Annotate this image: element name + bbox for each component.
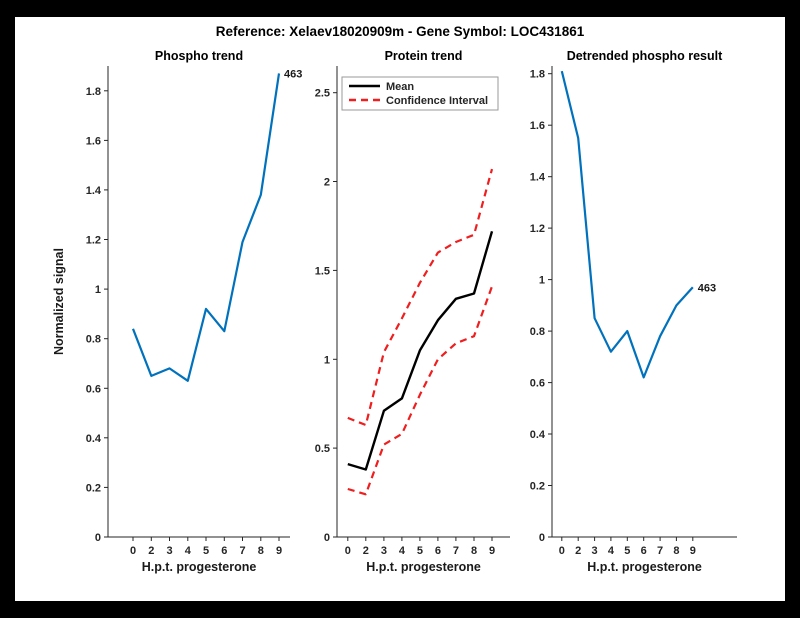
y-tick-label: 1.5 (315, 265, 330, 277)
y-tick-label: 0.6 (530, 378, 545, 390)
x-tick-label: 0 (130, 545, 136, 557)
x-tick-label: 9 (489, 545, 495, 557)
y-tick-label: 0 (539, 532, 545, 544)
axes-lines (336, 66, 510, 538)
x-tick-label: 5 (624, 545, 630, 557)
x-tick-label: 5 (417, 545, 423, 557)
y-tick-label: 0.8 (86, 334, 101, 346)
x-tick-label: 8 (258, 545, 264, 557)
x-tick-label: 0 (559, 545, 565, 557)
x-tick-label: 4 (399, 545, 406, 557)
x-tick-label: 8 (673, 545, 679, 557)
x-tick-label: 9 (276, 545, 282, 557)
x-tick-label: 8 (471, 545, 477, 557)
x-tick-label: 6 (221, 545, 227, 557)
y-tick-label: 2 (324, 177, 330, 189)
detrended-phospho-line (560, 70, 694, 379)
chart-title: Protein trend (385, 49, 463, 63)
x-tick-label: 2 (575, 545, 581, 557)
legend-entry-label: Confidence Interval (386, 95, 488, 107)
mean-line (347, 230, 494, 471)
x-tick-label: 9 (690, 545, 696, 557)
figure-canvas: Reference: Xelaev18020909m - Gene Symbol… (15, 17, 785, 601)
x-tick-label: 7 (453, 545, 459, 557)
y-tick-label: 1.4 (530, 172, 546, 184)
confidence-lower-line (347, 286, 494, 496)
x-tick-label: 4 (608, 545, 615, 557)
x-tick-label: 5 (203, 545, 209, 557)
x-tick-label: 3 (592, 545, 598, 557)
y-tick-label: 1 (539, 275, 545, 287)
x-tick-label: 3 (166, 545, 172, 557)
y-axis-label: Normalized signal (52, 248, 66, 355)
x-tick-label: 7 (239, 545, 245, 557)
series-end-label: 463 (284, 68, 302, 80)
axes-lines (107, 66, 290, 538)
x-tick-label: 0 (345, 545, 351, 557)
x-tick-label: 3 (381, 545, 387, 557)
chart-title: Detrended phospho result (567, 49, 723, 63)
x-tick-label: 2 (148, 545, 154, 557)
y-tick-label: 0.2 (530, 481, 545, 493)
series-end-label: 463 (698, 282, 716, 294)
phospho-trend-chart: Phospho trend 0 0.2 0.4 0.6 0.8 1 1.2 1.4 1.6 1.8 0… (52, 49, 302, 574)
y-tick-label: 0 (95, 532, 101, 544)
y-tick-label: 1.8 (86, 86, 101, 98)
phospho-signal-line (131, 73, 281, 382)
y-tick-label: 1.6 (530, 120, 545, 132)
x-axis-label: H.p.t. progesterone (142, 560, 257, 574)
chart-title: Phospho trend (155, 49, 243, 63)
y-tick-label: 1.8 (530, 69, 545, 81)
y-tick-label: 2.5 (315, 88, 330, 100)
y-tick-label: 0.5 (315, 443, 330, 455)
x-tick-label: 4 (185, 545, 192, 557)
x-axis-label: H.p.t. progesterone (587, 560, 702, 574)
y-tick-label: 1.2 (530, 223, 545, 235)
y-tick-label: 1 (324, 354, 330, 366)
x-axis-label: H.p.t. progesterone (366, 560, 481, 574)
charts-row: Phospho trend 0 0.2 0.4 0.6 0.8 1 1.2 1.4 1.6 1.8 0… (15, 49, 770, 590)
figure-title: Reference: Xelaev18020909m - Gene Symbol… (215, 24, 585, 39)
legend-entry-label: Mean (386, 81, 414, 93)
y-tick-label: 1 (95, 284, 101, 296)
y-tick-label: 0 (324, 532, 330, 544)
y-tick-label: 1.2 (86, 235, 101, 247)
axes-lines (551, 66, 737, 538)
y-tick-label: 0.8 (530, 326, 545, 338)
confidence-upper-line (347, 168, 494, 427)
y-tick-label: 0.4 (530, 429, 546, 441)
x-tick-label: 7 (657, 545, 663, 557)
x-tick-label: 6 (435, 545, 441, 557)
x-tick-label: 6 (641, 545, 647, 557)
y-tick-label: 1.6 (86, 135, 101, 147)
y-tick-label: 1.4 (86, 185, 102, 197)
y-tick-label: 0.4 (86, 433, 102, 445)
y-tick-label: 0.6 (86, 383, 101, 395)
legend-box (341, 76, 499, 111)
y-tick-label: 0.2 (86, 482, 101, 494)
detrended-phospho-chart: Detrended phospho result 0 0.2 0.4 0.6 0.8 1 1.… (530, 49, 737, 574)
x-tick-label: 2 (363, 545, 369, 557)
